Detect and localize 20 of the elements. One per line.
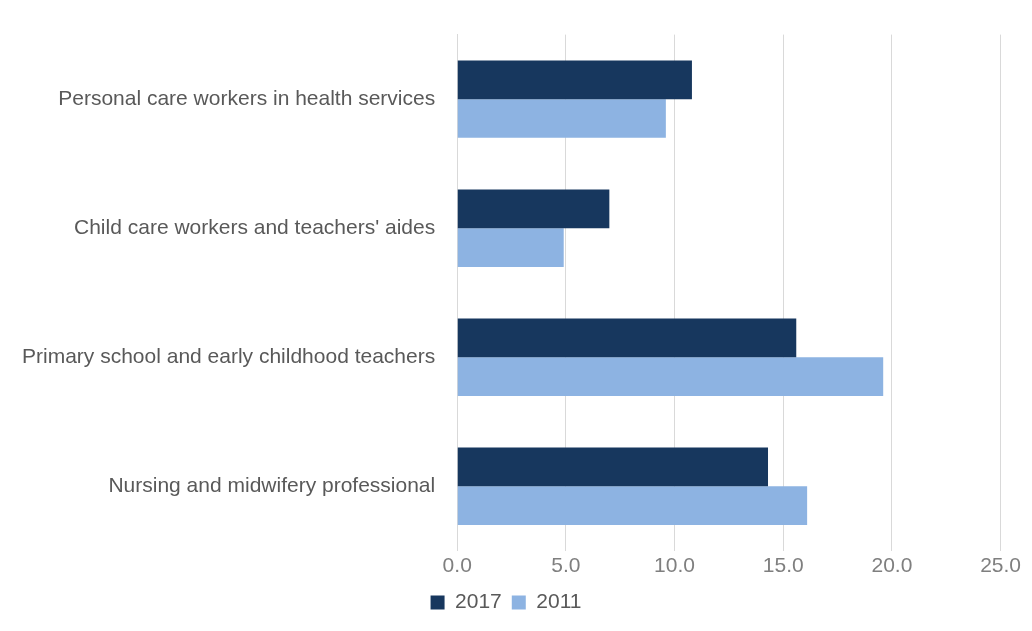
bar — [457, 60, 692, 100]
bar — [457, 318, 797, 358]
y-tick-label: Personal care workers in health services — [58, 85, 436, 109]
x-tick-label: 15.0 — [762, 553, 804, 577]
bar — [457, 447, 769, 487]
x-tick-label: 20.0 — [871, 553, 913, 577]
legend-label: 2011 — [536, 589, 582, 613]
legend-label: 2017 — [455, 589, 502, 613]
bar — [457, 357, 884, 396]
bar — [457, 486, 808, 525]
bar — [457, 189, 610, 229]
bar — [457, 99, 666, 138]
y-tick-label: Primary school and early childhood teachers — [21, 344, 436, 368]
y-tick-label: Child care workers and teachers' aides — [74, 214, 436, 238]
bar — [457, 228, 564, 267]
x-tick-label: 0.0 — [442, 553, 472, 577]
x-tick-label: 25.0 — [980, 553, 1021, 577]
x-tick-label: 10.0 — [654, 553, 695, 577]
y-tick-label: Nursing and midwifery professional — [108, 473, 436, 497]
x-tick-label: 5.0 — [551, 553, 581, 577]
